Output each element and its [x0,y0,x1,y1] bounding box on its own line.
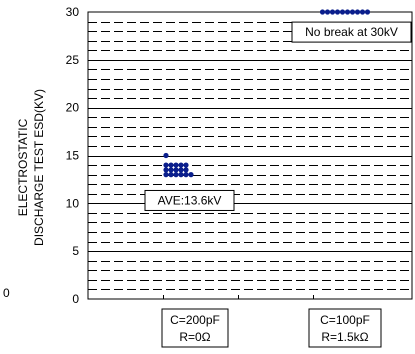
data-point [344,9,351,15]
y-axis-title-line-2: DISCHARGE TEST ESD(KV) [32,89,46,246]
y-tick-label: 10 [66,196,80,210]
data-point [349,9,356,15]
data-points [163,9,371,178]
data-point [329,9,336,15]
data-point [339,9,346,15]
data-point [178,162,184,168]
data-point [163,152,169,159]
data-point [178,172,184,178]
data-point [183,162,189,168]
data-point [183,172,189,178]
data-point [163,162,169,168]
data-point [188,172,194,178]
data-point [334,9,341,15]
data-point [173,162,179,168]
data-point [324,9,331,15]
plot-frame [87,11,413,300]
y-tick-label: 20 [66,101,80,115]
data-point [168,167,174,173]
category-labels: C=200pF R=0Ω C=100pF R=1.5kΩ [161,308,382,348]
category-label: C=100pF [320,313,370,327]
y-tick-label: 30 [66,5,80,19]
data-point [354,9,361,15]
y-tick-label: 15 [66,149,80,163]
annotation-text: AVE:13.6kV [158,193,222,207]
category-label: R=0Ω [179,330,210,344]
y-axis-ticks: 0 5 10 15 20 25 30 [66,5,80,306]
data-point [178,167,184,173]
data-point [168,162,174,168]
y-tick-label: 5 [72,244,79,258]
category-box [308,308,382,348]
annotation-box [144,189,235,211]
annotations: AVE:13.6kV No break at 30kV [144,21,412,211]
data-point [173,167,179,173]
annotation-text: No break at 30kV [305,25,398,39]
category-box [161,308,229,348]
data-point [168,172,174,178]
annotation-box [291,21,412,43]
data-point [359,9,366,15]
data-point [183,167,189,173]
category-label: C=200pF [170,313,220,327]
y-tick-label: 0 [72,292,79,306]
data-point [319,9,326,15]
data-point [163,167,169,173]
grid-lines [88,22,412,299]
stray-label: 0 [3,286,10,300]
data-point [364,9,371,15]
data-point [173,172,179,178]
y-tick-label: 25 [66,53,80,67]
data-point [163,172,169,178]
category-label: R=1.5kΩ [321,330,368,344]
y-axis-title-line-1: ELECTROSTATIC [16,118,30,216]
